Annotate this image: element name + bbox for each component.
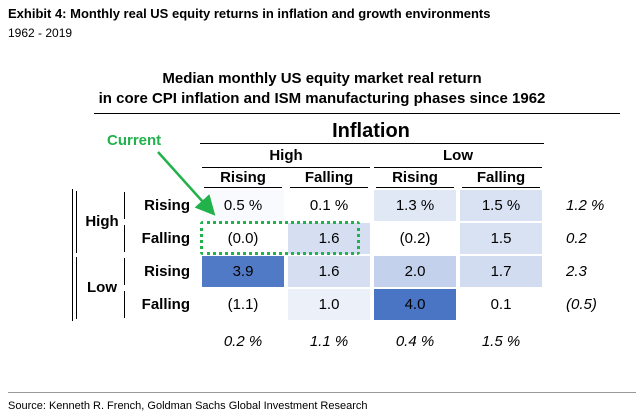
column-group-rule (202, 167, 370, 168)
row-header-rising: Rising (144, 263, 190, 280)
column-header-rule (204, 187, 282, 188)
row-group-rule (76, 191, 77, 253)
column-total-value: 1.5 % (481, 333, 521, 350)
inflation-rule (200, 143, 544, 144)
table-cell: (0.2) (374, 223, 456, 254)
column-header-falling: Falling (476, 169, 526, 186)
table-cell: 0.5 % (202, 190, 284, 221)
row-group-high: High (85, 213, 119, 230)
row-header-rising: Rising (144, 197, 190, 214)
source-divider (8, 392, 636, 393)
table-cell: 1.3 % (374, 190, 456, 221)
column-header-rule (462, 187, 540, 188)
table-cell: 4.0 (374, 289, 456, 320)
column-total-value: 0.2 % (223, 333, 263, 350)
chart-title-line-1: Median monthly US equity market real ret… (162, 70, 482, 87)
current-annotation-label: Current (107, 132, 162, 149)
table-cell: 1.5 (460, 223, 542, 254)
table-cell: 3.9 (202, 256, 284, 287)
row-group-low: Low (87, 279, 117, 296)
current-highlight-box (200, 221, 360, 255)
column-group-rule (374, 167, 542, 168)
table-cell: 0.1 (460, 289, 542, 320)
column-header-inflation: Inflation (332, 120, 410, 142)
table-cell: 1.6 (288, 223, 370, 254)
table-cell: 1.0 (288, 289, 370, 320)
column-header-rule (290, 187, 368, 188)
column-group-low: Low (443, 147, 473, 164)
column-header-rising: Rising (392, 169, 438, 186)
row-header-rule (124, 291, 125, 318)
column-total-value: 1.1 % (309, 333, 349, 350)
row-header-rule (124, 192, 125, 219)
row-total-value: 1.2 % (566, 197, 605, 214)
column-header-falling: Falling (304, 169, 354, 186)
table-cell: 2.0 (374, 256, 456, 287)
row-header-falling: Falling (141, 296, 190, 313)
title-divider (94, 113, 620, 114)
row-total-value: 0.2 (566, 230, 587, 247)
table-cell: (0.0) (202, 223, 284, 254)
row-total-value: 2.3 (566, 263, 587, 280)
column-header-rising: Rising (220, 169, 266, 186)
column-header-rule (376, 187, 454, 188)
row-header-rule (124, 225, 125, 252)
table-cell: (1.1) (202, 289, 284, 320)
ism-rule (72, 189, 73, 321)
row-total-value: (0.5) (566, 296, 597, 313)
row-group-rule (76, 257, 77, 319)
exhibit-title: Exhibit 4: Monthly real US equity return… (8, 6, 491, 21)
table-cell: 1.5 % (460, 190, 542, 221)
exhibit-period: 1962 - 2019 (8, 26, 73, 40)
table-cell: 0.1 % (288, 190, 370, 221)
column-group-high: High (269, 147, 303, 164)
row-header-rule (124, 258, 125, 285)
source-note: Source: Kenneth R. French, Goldman Sachs… (8, 400, 368, 412)
row-header-falling: Falling (141, 230, 190, 247)
column-total-value: 0.4 % (395, 333, 435, 350)
table-cell: 1.7 (460, 256, 542, 287)
table-cell: 1.6 (288, 256, 370, 287)
chart-title-line-2: in core CPI inflation and ISM manufactur… (98, 90, 546, 107)
